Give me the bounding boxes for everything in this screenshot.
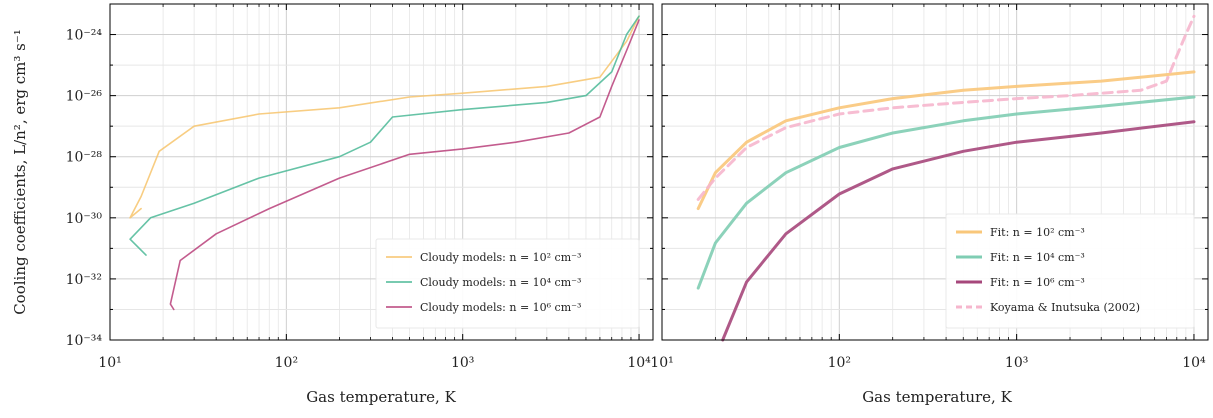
series-line-0	[129, 15, 640, 219]
series-line-0	[696, 70, 1196, 211]
plot-frame	[661, 3, 1209, 341]
legend-label-2: Fit: n = 10⁶ cm⁻³	[990, 276, 1085, 289]
legend-label-0: Cloudy models: n = 10² cm⁻³	[420, 251, 581, 264]
y-tick-label: 10⁻³⁰	[66, 211, 103, 227]
series-line-2	[169, 19, 640, 311]
legend-label-1: Cloudy models: n = 10⁴ cm⁻³	[420, 276, 581, 289]
series-line-3	[696, 14, 1196, 201]
legend-label-0: Fit: n = 10² cm⁻³	[990, 226, 1085, 239]
x-tick-label: 10¹	[650, 355, 673, 371]
legend-label-3: Koyama & Inutsuka (2002)	[990, 301, 1140, 314]
y-tick-label: 10⁻²⁸	[66, 150, 103, 166]
y-tick-label: 10⁻²⁴	[66, 28, 103, 44]
x-tick-label: 10²	[828, 355, 851, 371]
plot-frame	[109, 3, 654, 341]
x-axis-label-left: Gas temperature, K	[306, 388, 456, 406]
y-tick-label: 10⁻²⁶	[66, 89, 103, 105]
x-tick-label: 10⁴	[627, 355, 651, 371]
legend-box	[945, 213, 1195, 329]
y-tick-label: 10⁻³⁴	[66, 333, 103, 349]
y-axis-label: Cooling coefficients, L/n², erg cm³ s⁻¹	[11, 29, 29, 315]
legend-box	[375, 238, 640, 329]
legend-label-1: Fit: n = 10⁴ cm⁻³	[990, 251, 1085, 264]
series-line-2	[721, 120, 1196, 342]
legend: Cloudy models: n = 10² cm⁻³ Cloudy models…	[375, 238, 640, 329]
x-axis-label-right: Gas temperature, K	[862, 388, 1012, 406]
x-tick-label: 10³	[451, 355, 474, 371]
x-tick-label: 10⁴	[1182, 355, 1206, 371]
left-panel: 10¹ 10² 10³ 10⁴ 10⁻³⁴ 10⁻³² 10⁻³⁰ 10⁻²⁸ 10⁻²⁶ 10⁻…	[66, 3, 654, 371]
legend: Fit: n = 10² cm⁻³ Fit: n = 10⁴ cm⁻³ Fit: n…	[945, 213, 1195, 329]
series-line-1	[129, 15, 640, 256]
x-tick-label: 10³	[1005, 355, 1028, 371]
series-line-1	[696, 95, 1196, 290]
x-tick-label: 10¹	[98, 355, 121, 371]
x-tick-label: 10²	[275, 355, 298, 371]
legend-label-2: Cloudy models: n = 10⁶ cm⁻³	[420, 301, 581, 314]
y-tick-label: 10⁻³²	[66, 272, 102, 288]
